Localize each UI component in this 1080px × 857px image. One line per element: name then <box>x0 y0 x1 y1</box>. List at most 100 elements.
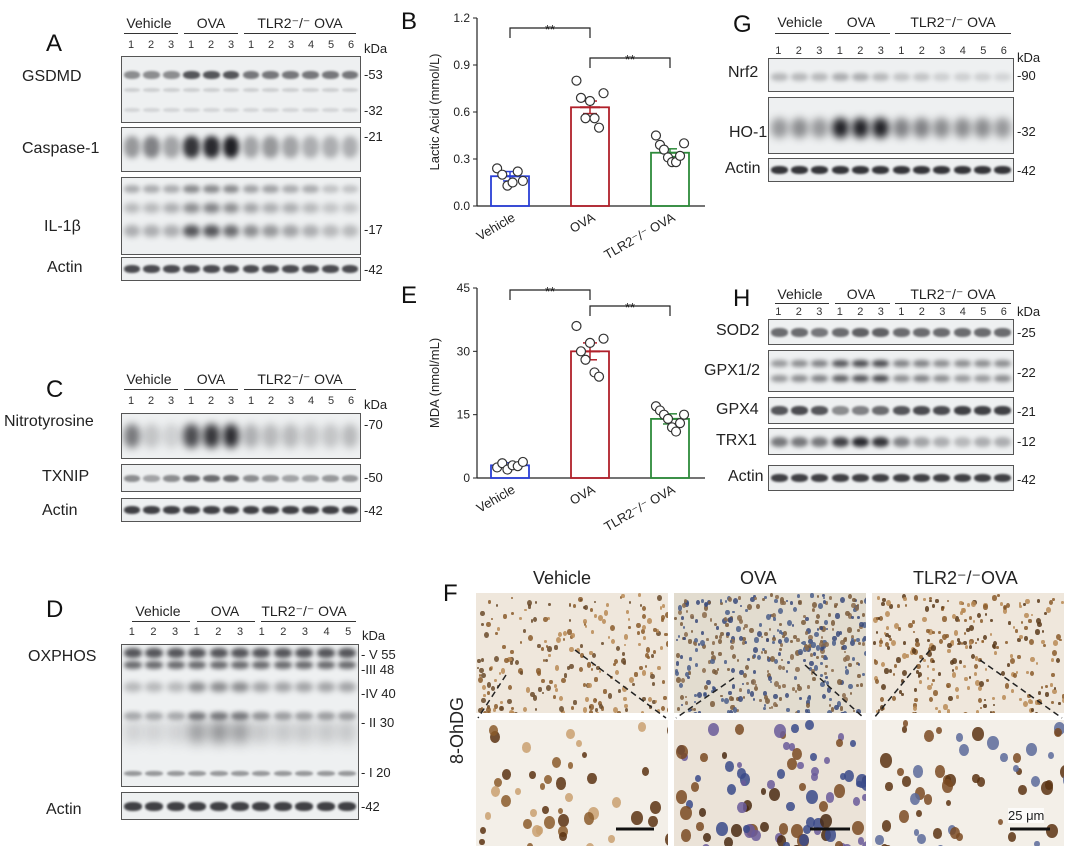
blot-band <box>338 711 357 720</box>
tissue-cell <box>522 742 532 753</box>
tissue-cell <box>1000 602 1004 607</box>
tissue-cell <box>856 628 860 632</box>
group-label-ova: OVA <box>196 371 226 387</box>
tissue-cell <box>693 693 697 697</box>
blot-band <box>230 720 249 745</box>
tissue-cell <box>809 652 814 657</box>
tissue-cell <box>558 831 567 842</box>
tissue-cell <box>992 645 996 650</box>
tissue-cell <box>1017 654 1021 660</box>
tissue-cell <box>1047 751 1054 760</box>
blot-band <box>892 436 910 447</box>
tissue-cell <box>661 680 665 684</box>
blot-band <box>222 506 240 514</box>
significance-label: ** <box>625 52 635 67</box>
tissue-cell <box>924 730 935 742</box>
tissue-cell <box>707 659 712 664</box>
significance-bracket <box>589 305 671 316</box>
tissue-cell <box>583 605 588 610</box>
significance-bracket <box>509 27 591 38</box>
tissue-cell <box>496 604 499 607</box>
tissue-cell <box>718 651 722 657</box>
tissue-cell <box>942 634 948 641</box>
tissue-cell <box>812 677 816 682</box>
marker: - V 55 <box>361 647 396 662</box>
tissue-cell <box>661 615 666 620</box>
tissue-cell <box>478 707 483 713</box>
blot-actin <box>768 158 1014 182</box>
tissue-cell <box>492 707 497 713</box>
tissue-cell <box>623 634 629 640</box>
column-title-ova: OVA <box>740 568 777 588</box>
tissue-cell <box>514 659 519 665</box>
tissue-cell <box>738 696 743 703</box>
row-label-gpx4: GPX4 <box>716 401 759 418</box>
tissue-cell <box>716 822 728 836</box>
group-label-ova: OVA <box>846 14 876 30</box>
blot-band <box>166 770 185 776</box>
tissue-cell <box>874 676 879 682</box>
tissue-cell <box>850 635 854 639</box>
row-label-actin: Actin <box>46 801 82 818</box>
blot-band <box>302 136 319 159</box>
tissue-cell <box>552 695 556 700</box>
tissue-cell <box>951 672 957 678</box>
tissue-cell <box>893 664 897 668</box>
tissue-cell <box>799 782 807 791</box>
tissue-cell <box>507 657 512 663</box>
blot-band <box>790 436 809 447</box>
tissue-cell <box>579 643 584 648</box>
tissue-cell <box>903 596 908 602</box>
tissue-cell <box>617 688 621 693</box>
tissue-cell <box>977 685 982 691</box>
tissue-cell <box>719 599 723 603</box>
tissue-cell <box>543 617 548 623</box>
blot-band <box>302 225 319 238</box>
tissue-cell <box>821 626 826 632</box>
blot-band <box>892 374 910 382</box>
blot-band <box>188 770 207 776</box>
tissue-cell <box>781 683 786 689</box>
tissue-cell <box>1017 638 1022 643</box>
blot-band <box>851 436 870 447</box>
blot-band <box>282 474 299 482</box>
tissue-cell <box>588 710 593 713</box>
blot-ho-1 <box>768 97 1014 154</box>
data-point <box>593 122 605 133</box>
blot-band <box>994 374 1012 382</box>
group-line <box>835 33 890 34</box>
blot-band <box>933 406 951 415</box>
blot-band <box>295 801 314 811</box>
blot-band <box>892 474 910 482</box>
blot-band <box>933 72 951 81</box>
tissue-cell <box>935 599 940 604</box>
tissue-cell <box>567 629 572 635</box>
tissue-cell <box>795 666 800 673</box>
micrograph-ova-low <box>674 593 866 713</box>
tissue-cell <box>946 799 952 807</box>
lane-number: 1 <box>247 39 255 51</box>
tissue-cell <box>885 782 893 791</box>
blot-band <box>953 474 971 482</box>
tissue-cell <box>809 660 815 667</box>
tissue-cell <box>625 609 630 614</box>
tissue-cell <box>522 707 527 713</box>
tissue-cell <box>720 601 723 606</box>
tissue-cell <box>816 595 819 598</box>
blot-band <box>912 72 931 81</box>
lane-number: 1 <box>898 306 905 318</box>
tissue-cell <box>707 722 719 736</box>
tissue-cell <box>586 842 594 846</box>
tissue-cell <box>583 622 587 626</box>
lane-number: 6 <box>347 39 355 51</box>
tissue-cell <box>675 789 688 804</box>
micrograph-tlr2-ova-low <box>872 593 1064 713</box>
tissue-cell <box>857 836 865 845</box>
tissue-cell <box>721 752 728 760</box>
lane-number: 4 <box>307 395 315 407</box>
tissue-cell <box>851 821 864 836</box>
blot-band <box>143 474 161 482</box>
tissue-cell <box>831 627 835 631</box>
tissue-cell <box>692 707 696 711</box>
tissue-cell <box>659 606 663 610</box>
